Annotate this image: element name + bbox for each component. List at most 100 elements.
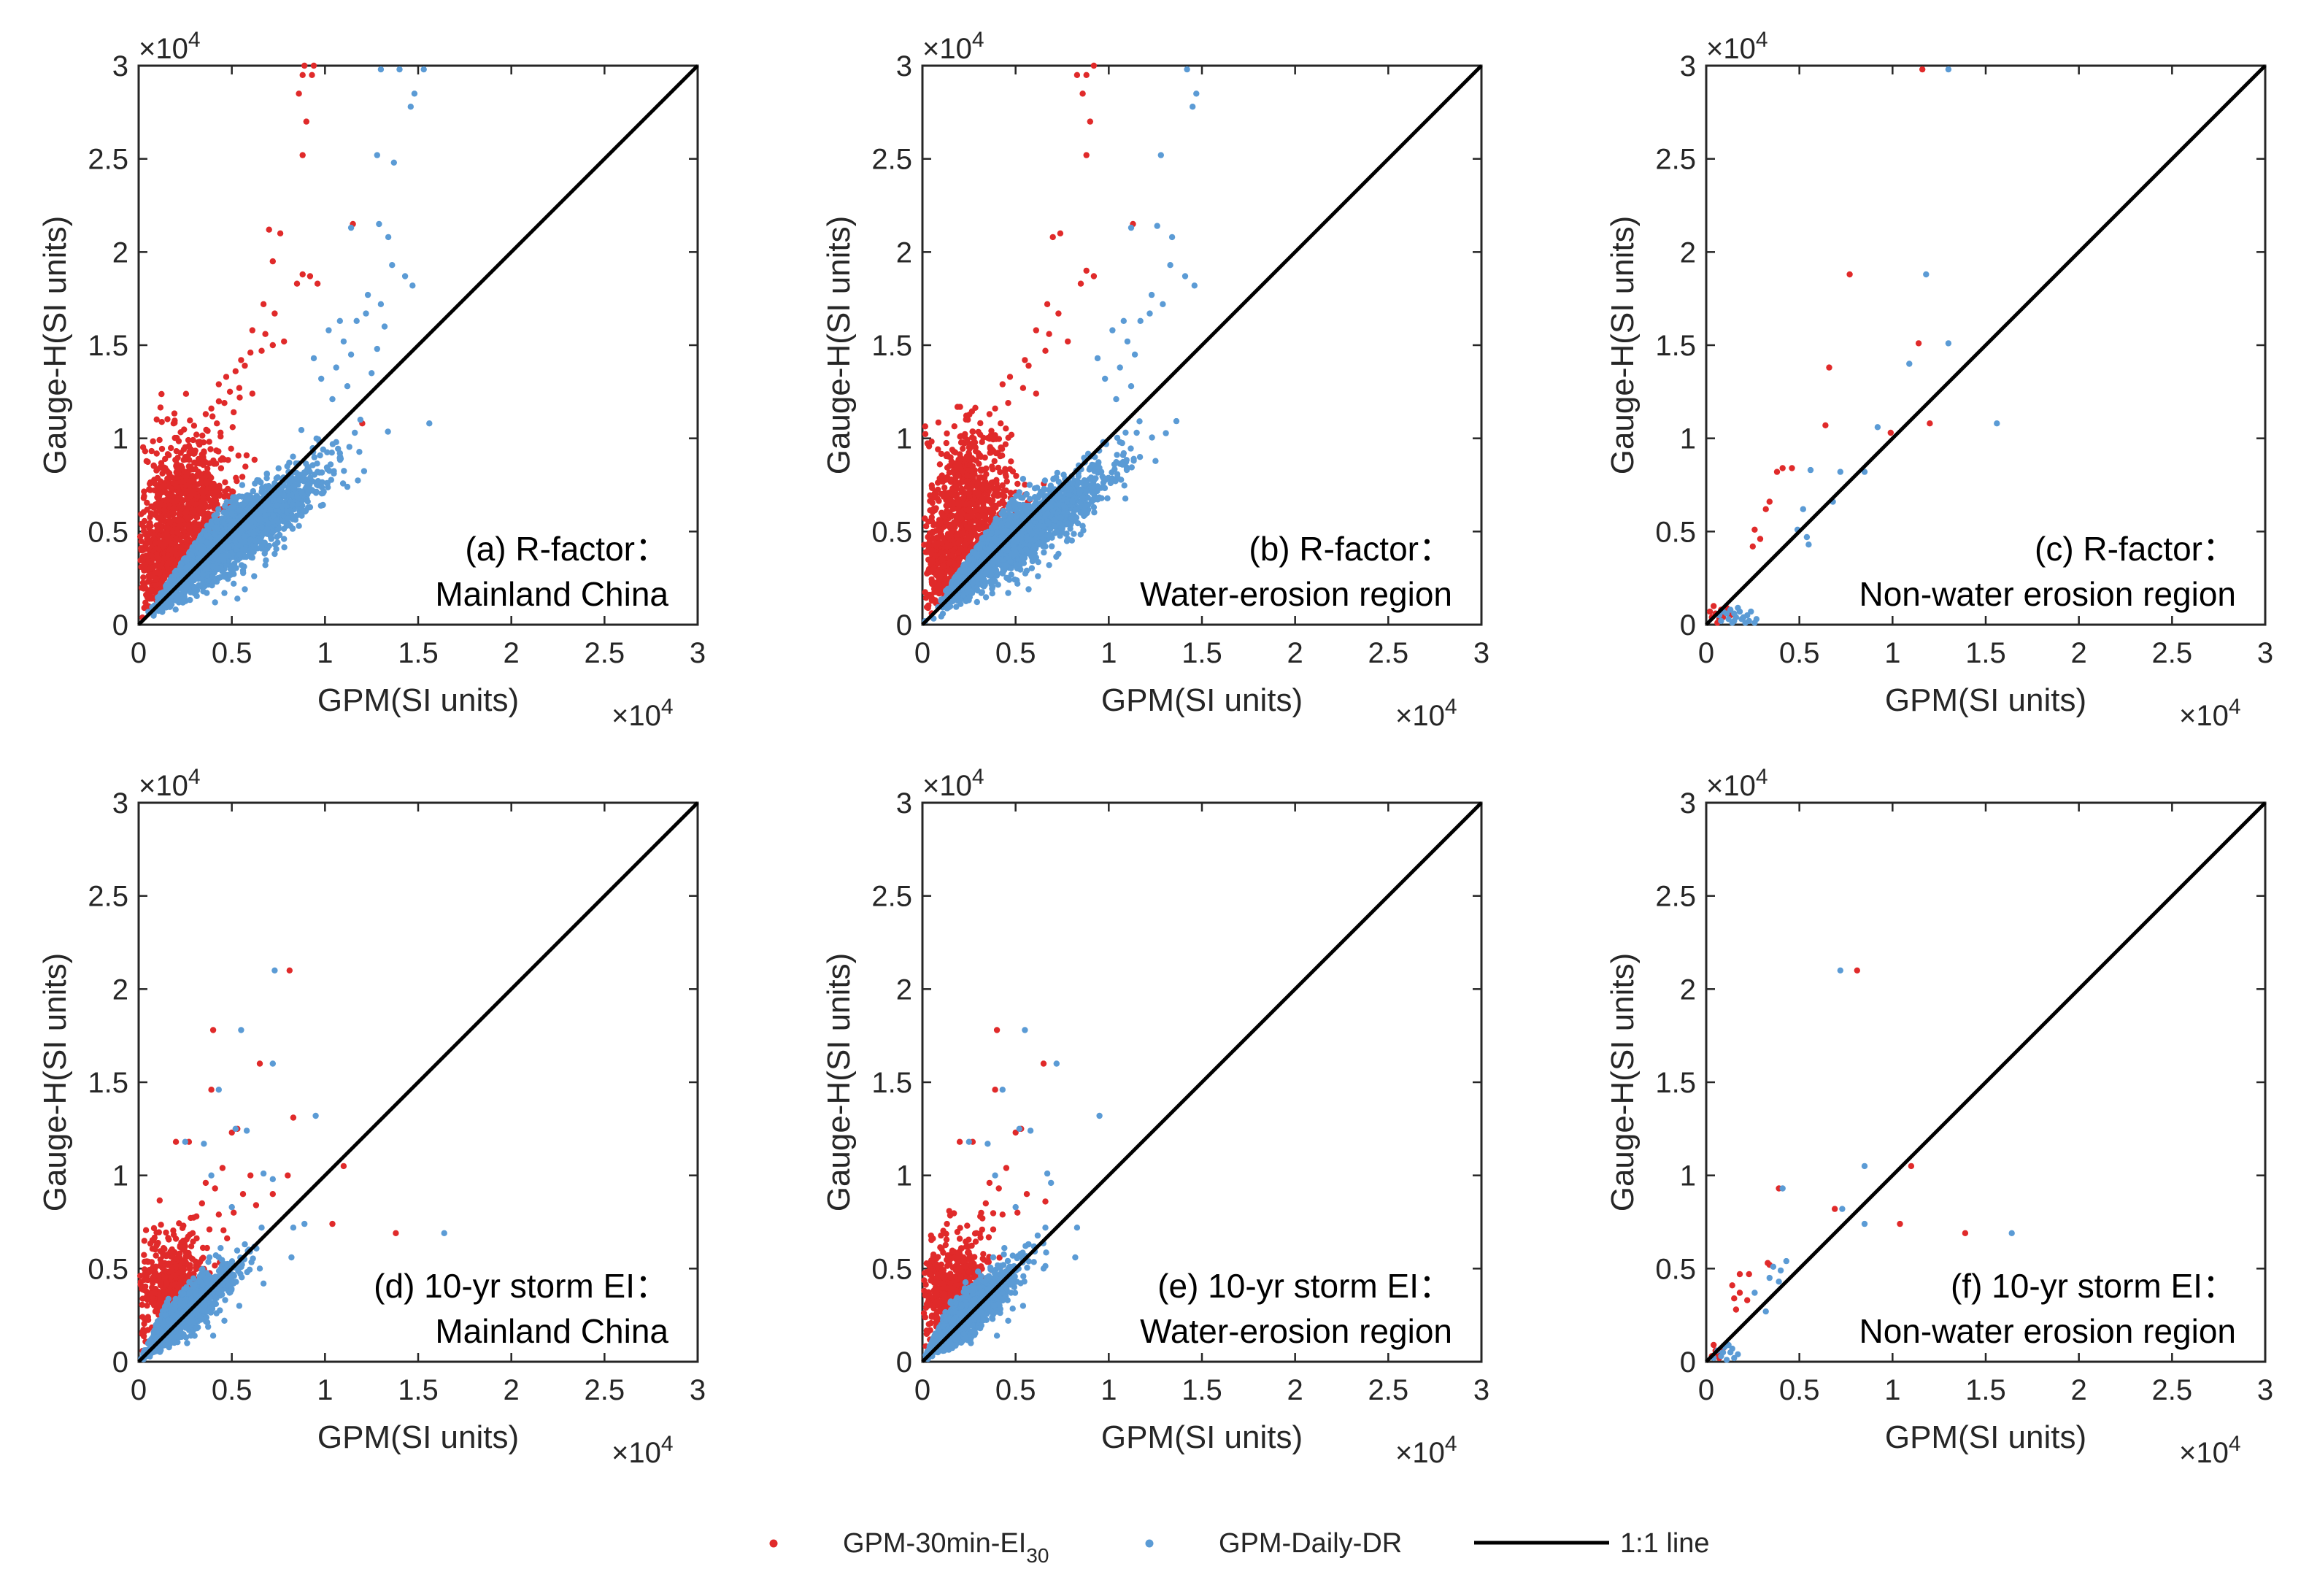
data-point — [361, 468, 368, 474]
data-point — [999, 452, 1006, 459]
data-point — [254, 477, 261, 484]
data-point — [259, 532, 266, 539]
data-point — [213, 524, 220, 531]
data-point — [202, 411, 209, 417]
data-point — [177, 429, 184, 436]
series-gpm_30min — [137, 62, 366, 621]
data-point — [269, 528, 276, 535]
data-point — [997, 492, 1004, 498]
data-point — [140, 528, 147, 534]
data-point — [168, 444, 174, 452]
data-point — [158, 445, 166, 452]
x-tick-label: 0.5 — [995, 637, 1036, 669]
data-point — [199, 582, 207, 589]
data-point — [239, 501, 247, 508]
data-point — [298, 512, 305, 519]
data-point — [236, 385, 243, 391]
data-point — [1033, 327, 1040, 334]
data-point — [340, 338, 347, 345]
data-point — [1073, 72, 1081, 79]
data-point — [938, 569, 944, 576]
data-point — [199, 432, 206, 439]
data-point — [225, 543, 232, 550]
x-tick-label: 0 — [914, 637, 930, 669]
x-tick-label: 1 — [1100, 637, 1117, 669]
data-point — [1049, 234, 1056, 241]
data-point — [141, 488, 147, 495]
data-point — [925, 604, 931, 612]
data-point — [374, 152, 380, 158]
data-point — [390, 159, 397, 166]
panel-title-line-1: (a) R-factor： — [465, 530, 668, 568]
data-point — [203, 532, 209, 539]
data-point — [310, 355, 317, 362]
data-point — [950, 448, 957, 455]
data-point — [171, 417, 178, 424]
data-point — [1083, 267, 1090, 274]
data-point — [311, 454, 317, 460]
data-point — [290, 513, 297, 520]
data-point — [1025, 362, 1032, 369]
data-point — [314, 460, 320, 467]
data-point — [960, 495, 967, 501]
data-point — [1008, 431, 1015, 438]
data-point — [217, 465, 225, 471]
data-point — [215, 448, 222, 455]
data-point — [239, 474, 246, 480]
data-point — [138, 547, 144, 554]
data-point — [936, 539, 943, 546]
data-point — [957, 404, 963, 410]
x-axis-multiplier-exponent: 4 — [1445, 695, 1457, 719]
data-point — [158, 517, 164, 525]
data-point — [146, 525, 153, 531]
data-point — [369, 370, 375, 377]
data-point — [223, 510, 229, 517]
data-point — [193, 431, 200, 438]
data-point — [982, 514, 989, 521]
data-point — [188, 493, 194, 499]
data-point — [175, 487, 182, 495]
data-point — [138, 538, 144, 544]
data-point — [209, 574, 216, 580]
data-point — [158, 390, 165, 398]
y-tick-label: 3 — [112, 50, 128, 82]
data-point — [928, 579, 936, 585]
data-point — [203, 479, 209, 487]
data-point — [959, 501, 965, 507]
data-point — [217, 433, 224, 440]
data-point — [204, 465, 211, 472]
data-point — [162, 465, 169, 471]
data-point — [363, 310, 369, 317]
y-tick-label: 1 — [896, 423, 912, 455]
data-point — [407, 104, 414, 110]
data-point — [186, 525, 193, 531]
data-point — [304, 498, 311, 505]
data-point — [204, 539, 210, 547]
data-point — [930, 566, 937, 572]
data-point — [242, 586, 248, 593]
data-point — [1087, 118, 1094, 125]
data-point — [401, 273, 409, 280]
data-point — [935, 419, 942, 426]
data-point — [146, 486, 153, 493]
data-point — [171, 560, 178, 567]
data-point — [185, 436, 192, 444]
data-point — [212, 531, 218, 538]
data-point — [970, 428, 976, 435]
data-point — [982, 466, 988, 474]
data-point — [309, 72, 315, 79]
data-point — [208, 405, 215, 412]
data-point — [185, 442, 193, 450]
data-point — [177, 495, 183, 501]
data-point — [182, 555, 189, 562]
data-point — [957, 522, 964, 528]
data-point — [968, 535, 974, 541]
data-point — [289, 501, 296, 508]
data-point — [217, 574, 224, 581]
data-point — [204, 590, 210, 596]
data-point — [312, 490, 320, 496]
data-point — [152, 539, 159, 546]
data-point — [426, 420, 433, 427]
data-point — [207, 446, 214, 452]
